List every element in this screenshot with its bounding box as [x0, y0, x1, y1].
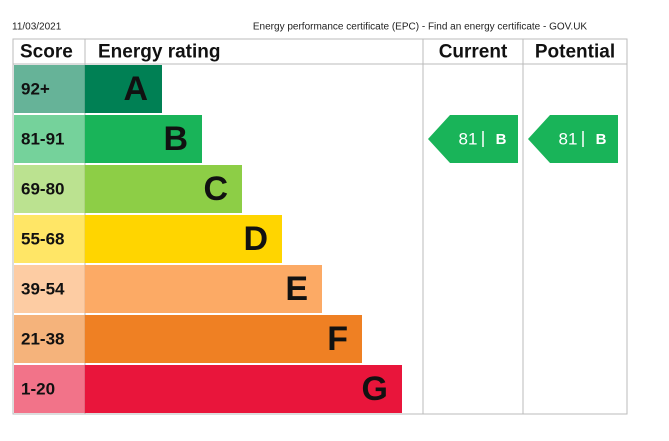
rating-letter: A: [123, 70, 148, 108]
rating-letter: D: [243, 220, 268, 258]
current-score: 81: [459, 129, 478, 148]
rating-bar: [85, 115, 202, 163]
potential-score: 81: [559, 129, 578, 148]
rating-arrow: [528, 115, 618, 163]
rating-bar: [85, 265, 322, 313]
score-cell: [14, 215, 85, 263]
column-header: Potential: [535, 42, 615, 63]
score-range: 81-91: [21, 129, 64, 148]
rating-bar: [85, 215, 282, 263]
score-range: 39-54: [21, 279, 65, 298]
column-header: Energy rating: [98, 42, 220, 63]
score-cell: [14, 315, 85, 363]
table-frame: [12, 38, 628, 415]
score-cell: [14, 365, 85, 413]
rating-letter: B: [163, 120, 188, 158]
page-title: Energy performance certificate (EPC) - F…: [253, 22, 588, 33]
column-header: Current: [439, 42, 508, 63]
column-header: Score: [20, 42, 73, 63]
potential-band: B: [596, 131, 607, 148]
score-range: 21-38: [21, 329, 64, 348]
score-range: 55-68: [21, 229, 64, 248]
current-band: B: [496, 131, 507, 148]
rating-bar: [85, 365, 402, 413]
score-cell: [14, 165, 85, 213]
rating-bar: [85, 65, 162, 113]
rating-letter: F: [327, 320, 348, 358]
rating-letter: C: [203, 170, 228, 208]
rating-letter: G: [362, 370, 388, 408]
print-date: 11/03/2021: [12, 22, 62, 33]
score-range: 69-80: [21, 179, 64, 198]
rating-bar: [85, 165, 242, 213]
score-range: 1-20: [21, 379, 55, 398]
score-range: 92+: [21, 79, 50, 98]
rating-arrow: [428, 115, 518, 163]
rating-letter: E: [285, 270, 308, 308]
score-cell: [14, 115, 85, 163]
score-cell: [14, 265, 85, 313]
score-cell: [14, 65, 85, 113]
rating-bar: [85, 315, 362, 363]
